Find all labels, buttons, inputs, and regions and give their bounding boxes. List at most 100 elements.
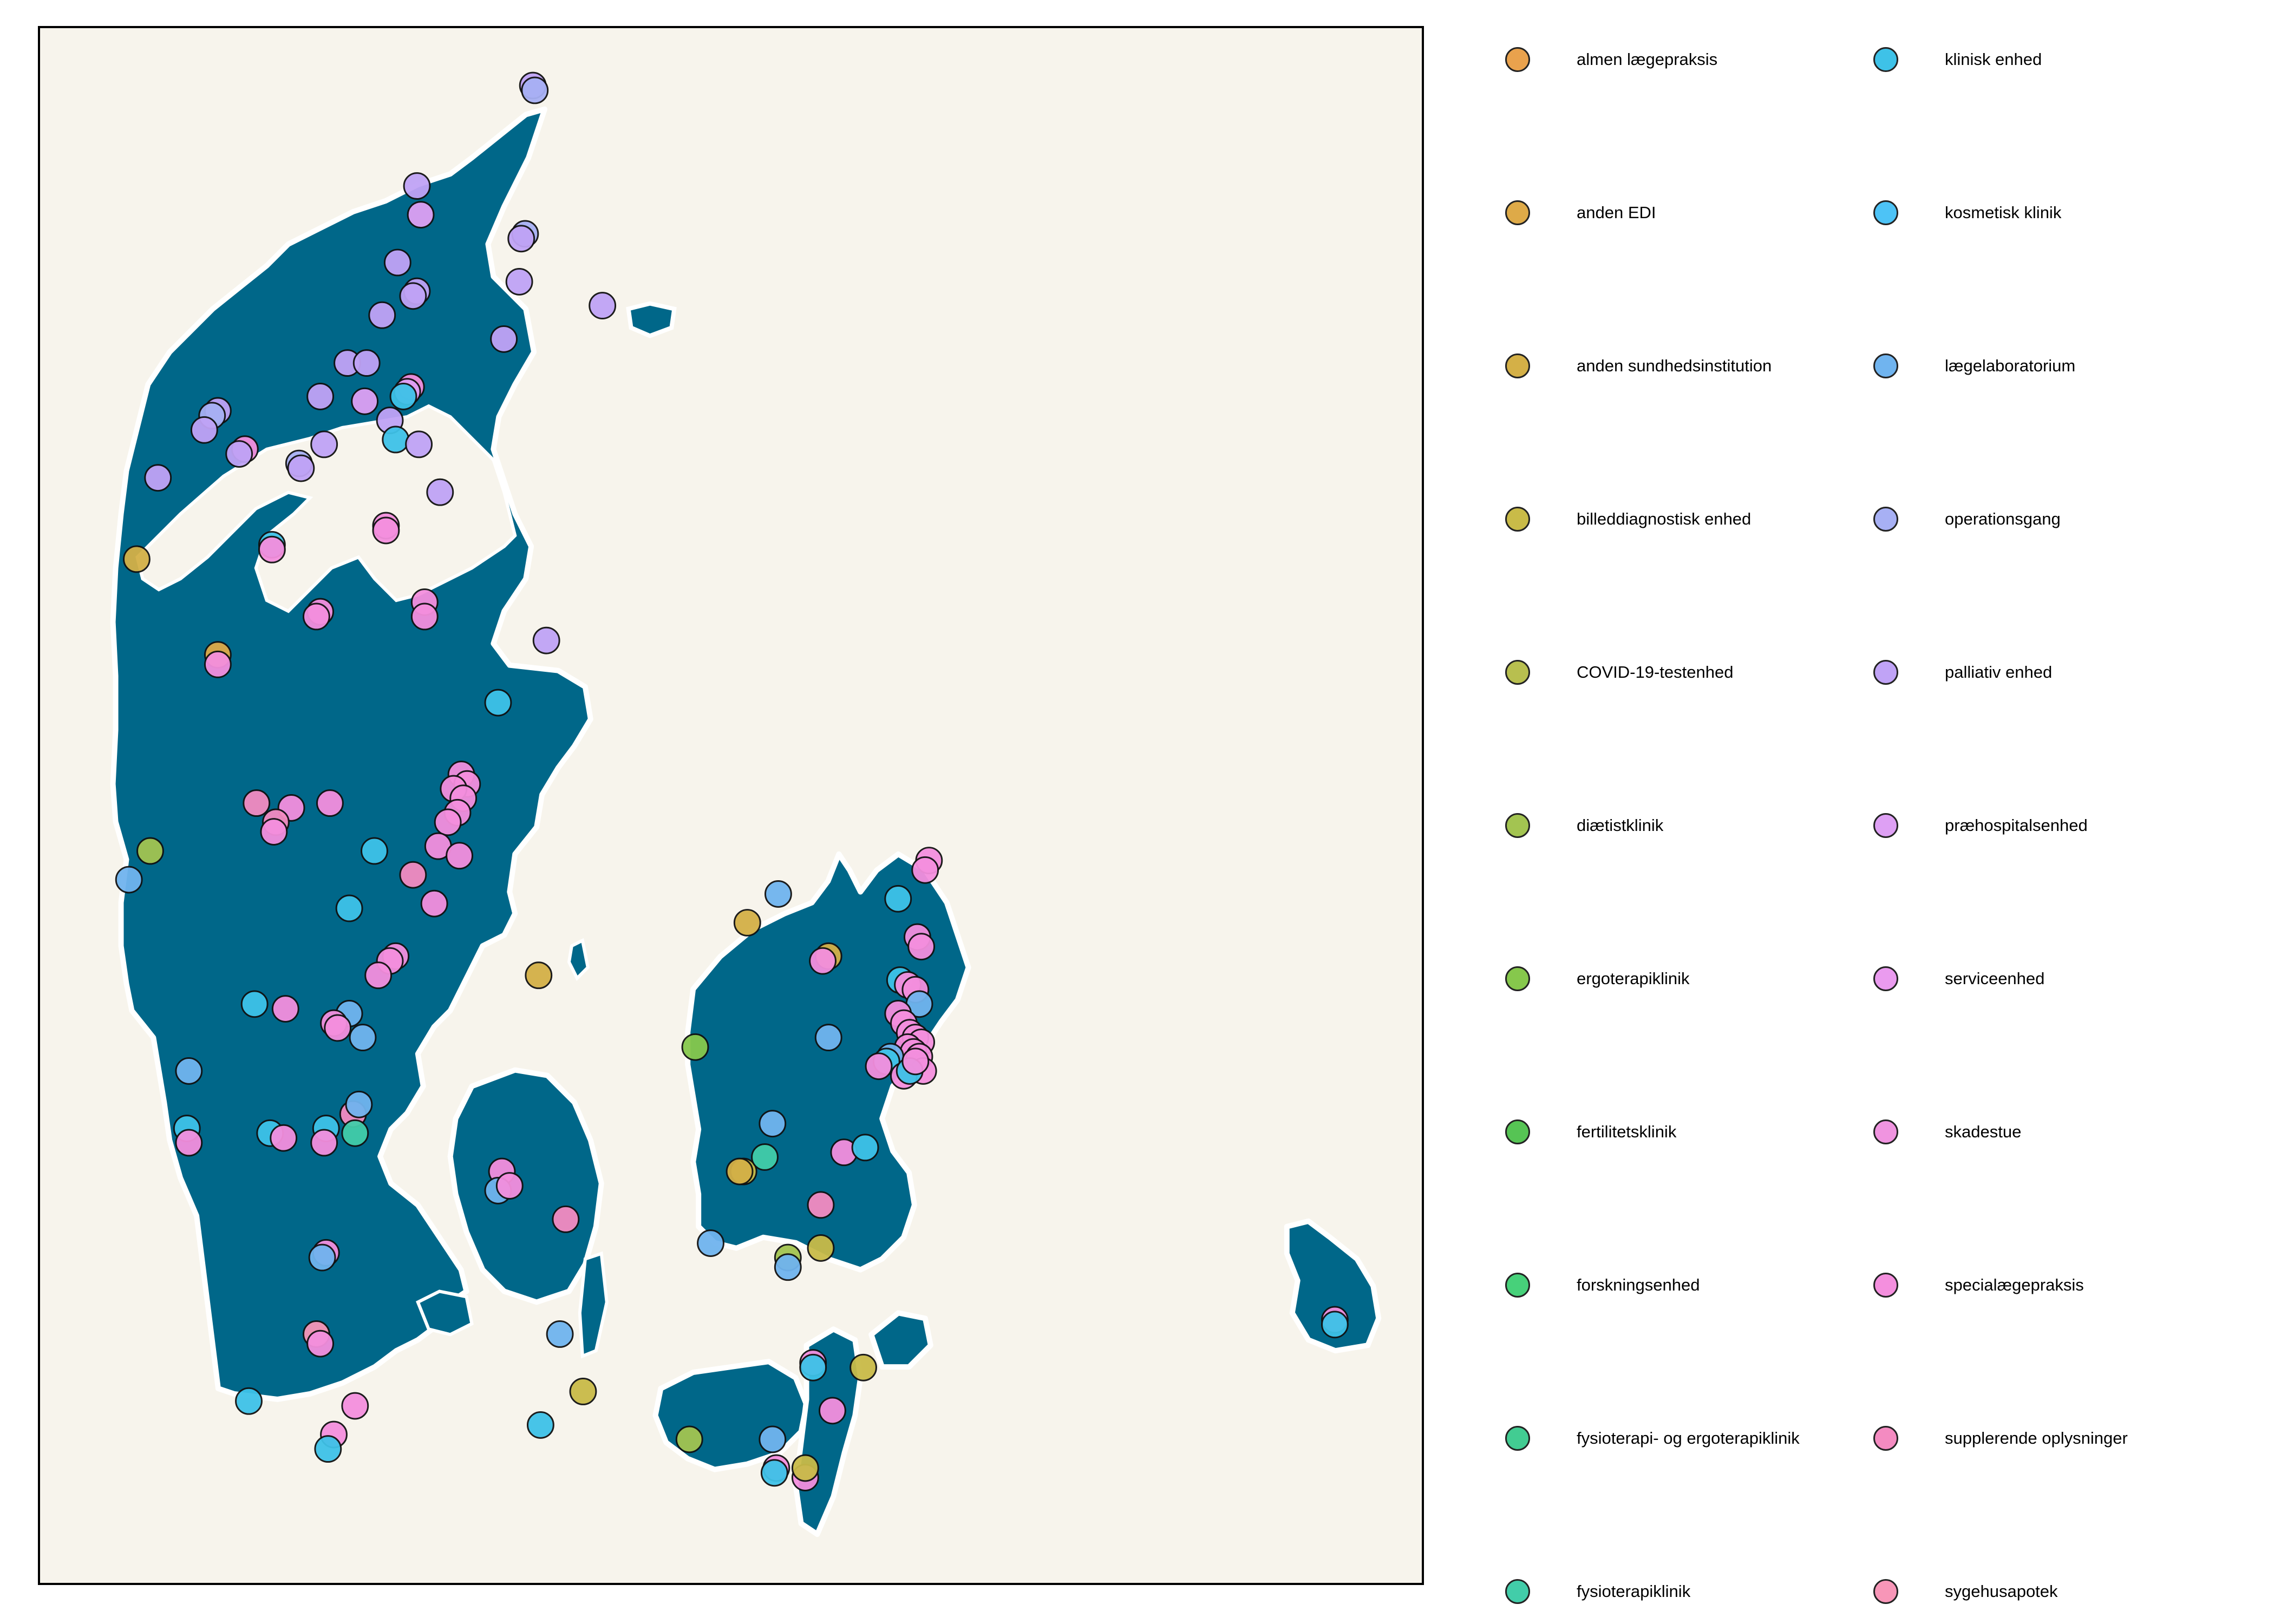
map-marker[interactable] <box>884 885 912 913</box>
legend-item[interactable]: palliativ enhed <box>1873 656 2052 689</box>
map-marker[interactable] <box>270 1124 298 1152</box>
map-marker[interactable] <box>287 454 315 482</box>
map-marker[interactable] <box>204 650 232 678</box>
map-marker[interactable] <box>420 889 448 918</box>
map-marker[interactable] <box>809 947 837 975</box>
map-marker[interactable] <box>675 1425 703 1453</box>
legend-item[interactable]: COVID-19-testenhed <box>1505 656 1733 689</box>
map-marker[interactable] <box>175 1129 203 1157</box>
legend-item[interactable]: anden EDI <box>1505 197 1656 229</box>
map-marker[interactable] <box>306 1330 334 1358</box>
map-marker[interactable] <box>759 1110 787 1138</box>
map-marker[interactable] <box>260 818 288 846</box>
map-marker[interactable] <box>175 1057 203 1085</box>
map-marker[interactable] <box>240 990 269 1018</box>
map-marker[interactable] <box>349 1024 377 1052</box>
map-marker[interactable] <box>818 1397 846 1425</box>
legend-item[interactable]: serviceenhed <box>1873 962 2044 995</box>
map-marker[interactable] <box>351 387 379 415</box>
map-marker[interactable] <box>310 1129 338 1157</box>
map-marker[interactable] <box>865 1052 893 1081</box>
map-marker[interactable] <box>799 1353 827 1381</box>
map-marker[interactable] <box>552 1205 580 1233</box>
map-marker[interactable] <box>525 961 553 990</box>
legend-item[interactable]: operationsgang <box>1873 503 2061 535</box>
map-canvas[interactable] <box>40 28 1422 1583</box>
map-marker[interactable] <box>446 842 473 870</box>
map-marker[interactable] <box>372 516 400 545</box>
map-marker[interactable] <box>308 1243 336 1272</box>
map-marker[interactable] <box>258 535 286 564</box>
legend-item[interactable]: anden sundhedsinstitution <box>1505 350 1772 382</box>
map-marker[interactable] <box>115 866 143 894</box>
map-marker[interactable] <box>136 837 164 865</box>
map-marker[interactable] <box>505 267 533 296</box>
map-marker[interactable] <box>306 382 334 410</box>
legend-item[interactable]: billeddiagnostisk enhed <box>1505 503 1751 535</box>
map-marker[interactable] <box>589 292 617 320</box>
map-marker[interactable] <box>774 1253 802 1281</box>
legend-item[interactable]: supplerende oplysninger <box>1873 1422 2128 1455</box>
legend-item[interactable]: skadestue <box>1873 1116 2021 1148</box>
legend-item[interactable]: fertilitetsklinik <box>1505 1116 1676 1148</box>
map-marker[interactable] <box>341 1392 369 1420</box>
map-marker[interactable] <box>302 603 330 631</box>
map-marker[interactable] <box>361 837 388 865</box>
legend-item[interactable]: forskningsenhed <box>1505 1269 1700 1301</box>
map-marker[interactable] <box>814 1024 842 1052</box>
map-marker[interactable] <box>405 430 433 459</box>
map-marker[interactable] <box>410 603 439 631</box>
map-marker[interactable] <box>403 172 431 200</box>
map-marker[interactable] <box>484 689 512 717</box>
legend-item[interactable]: fysioterapiklinik <box>1505 1575 1690 1608</box>
map-marker[interactable] <box>490 325 518 353</box>
map-marker[interactable] <box>316 789 344 817</box>
map-marker[interactable] <box>495 1172 524 1200</box>
legend-item[interactable]: fysioterapi- og ergoterapiklinik <box>1505 1422 1800 1455</box>
map-marker[interactable] <box>382 425 410 454</box>
map-marker[interactable] <box>345 1090 373 1118</box>
map-marker[interactable] <box>681 1033 709 1061</box>
map-marker[interactable] <box>764 880 792 908</box>
map-marker[interactable] <box>851 1134 879 1162</box>
map-marker[interactable] <box>901 1047 930 1076</box>
map-marker[interactable] <box>310 430 338 459</box>
map-marker[interactable] <box>399 861 427 889</box>
legend-item[interactable]: kosmetisk klinik <box>1873 197 2061 229</box>
map-marker[interactable] <box>426 478 454 506</box>
legend-item[interactable]: specialægepraksis <box>1873 1269 2084 1301</box>
map-marker[interactable] <box>760 1459 788 1487</box>
map-marker[interactable] <box>911 856 939 884</box>
map-marker[interactable] <box>907 933 936 961</box>
map-marker[interactable] <box>807 1234 835 1262</box>
map-marker[interactable] <box>352 349 381 377</box>
map-marker[interactable] <box>521 76 549 104</box>
map-marker[interactable] <box>324 1014 352 1042</box>
map-marker[interactable] <box>335 894 363 922</box>
map-marker[interactable] <box>697 1229 724 1257</box>
legend-item[interactable]: ergoterapiklinik <box>1505 962 1690 995</box>
map-marker[interactable] <box>733 909 761 937</box>
map-marker[interactable] <box>399 282 427 310</box>
legend-item[interactable]: almen lægepraksis <box>1505 43 1717 76</box>
legend-item[interactable]: diætistklinik <box>1505 809 1663 842</box>
map-marker[interactable] <box>751 1143 779 1171</box>
map-marker[interactable] <box>759 1425 787 1453</box>
legend-item[interactable]: klinisk enhed <box>1873 43 2042 76</box>
legend-item[interactable]: lægelaboratorium <box>1873 350 2075 382</box>
map-marker[interactable] <box>190 416 218 444</box>
map-marker[interactable] <box>791 1454 819 1482</box>
map-marker[interactable] <box>341 1119 369 1147</box>
map-marker[interactable] <box>235 1387 263 1415</box>
map-marker[interactable] <box>407 201 435 229</box>
map-marker[interactable] <box>271 995 299 1023</box>
map-marker[interactable] <box>434 808 462 836</box>
map-marker[interactable] <box>123 545 151 573</box>
legend-item[interactable]: præhospitalsenhed <box>1873 809 2088 842</box>
map-marker[interactable] <box>850 1353 877 1381</box>
legend-item[interactable]: sygehusapotek <box>1873 1575 2058 1608</box>
map-marker[interactable] <box>546 1320 574 1348</box>
map-marker[interactable] <box>225 440 253 468</box>
map-marker[interactable] <box>807 1191 835 1219</box>
map-marker[interactable] <box>383 248 411 277</box>
